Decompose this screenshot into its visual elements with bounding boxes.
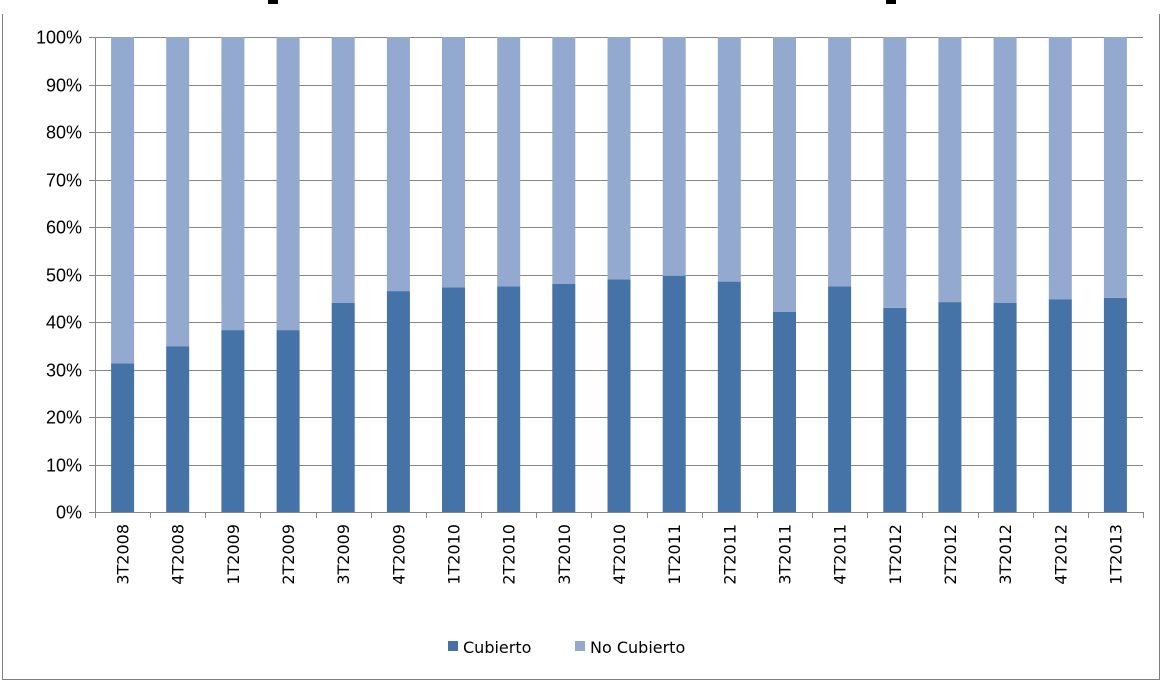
bar-no-cubierto [938,37,962,303]
y-tick-label: 30% [46,361,82,381]
x-tick-label: 2T2011 [720,524,739,585]
legend: Cubierto No Cubierto [448,638,685,657]
legend-swatch-cubierto [448,641,458,651]
bar-no-cubierto [773,37,796,312]
bar-cubierto [717,281,741,512]
title-fragment-right [886,0,896,4]
x-tick-label: 1T2010 [445,524,464,585]
bar-cubierto [166,346,190,512]
y-tick-label: 20% [46,408,82,428]
y-tick-label: 40% [46,313,82,333]
x-tick-label: 3T2010 [555,524,574,585]
x-tick-label: 4T2010 [610,524,629,585]
legend-label-cubierto: Cubierto [463,638,531,657]
bar-no-cubierto [883,37,907,308]
y-tick-label: 70% [46,171,82,191]
bar-cubierto [607,279,631,513]
bar-cubierto [442,287,465,512]
title-fragment-svg [0,0,1164,14]
bar-cubierto [331,303,355,512]
bar-no-cubierto [221,37,245,331]
x-tick-label: 4T2008 [169,524,188,585]
y-tick-label: 90% [46,76,82,96]
bar-no-cubierto [828,37,852,287]
x-tick-label: 4T2011 [831,524,850,585]
bar-cubierto [552,284,576,512]
bar-cubierto [938,302,962,512]
axis-layer [89,37,1144,518]
x-tick-labels: 3T2008 4T2008 1T2009 2T2009 3T2009 4T2009 1T20… [114,524,1126,585]
bar-cubierto [1103,297,1127,512]
x-tick-label: 3T2009 [334,524,353,585]
bar-cubierto [883,307,907,513]
bar-no-cubierto [993,37,1017,303]
x-tick-label: 1T2013 [1106,524,1125,585]
bar-cubierto [497,286,521,512]
y-tick-label: 100% [36,28,82,48]
bar-no-cubierto [1103,37,1127,298]
x-tick-label: 4T2009 [389,524,408,585]
bar-no-cubierto [1048,37,1072,300]
bar-cubierto [1048,299,1072,512]
bar-no-cubierto [717,37,741,282]
y-tick-labels: 0% 10% 20% 30% 40% 50% 60% 70% 80% 90% 100% [36,28,82,523]
y-tick-label: 0% [56,503,82,523]
bar-cubierto [221,330,245,512]
bar-cubierto [662,275,686,512]
y-tick-label: 10% [46,456,82,476]
bar-cubierto [773,312,796,512]
x-tick-label: 3T2012 [996,524,1015,585]
bar-cubierto [111,363,135,512]
bar-no-cubierto [166,37,190,347]
bar-no-cubierto [662,37,686,276]
x-tick-label: 3T2011 [775,524,794,585]
y-tick-label: 60% [46,218,82,238]
bar-no-cubierto [607,37,631,280]
bar-no-cubierto [552,37,576,284]
x-tick-label: 3T2008 [114,524,133,585]
bar-no-cubierto [386,37,410,292]
x-tick-label: 2T2010 [500,524,519,585]
bar-cubierto [276,330,300,512]
chart-title-fragment [0,0,1164,14]
x-tick-label: 1T2012 [886,524,905,585]
bar-cubierto [828,286,852,512]
x-tick-label: 2T2012 [941,524,960,585]
bar-no-cubierto [276,37,300,331]
y-tick-label: 50% [46,266,82,286]
title-fragment-left [268,0,278,4]
x-tick-label: 2T2009 [279,524,298,585]
bars-layer [111,37,1127,513]
y-tick-label: 80% [46,123,82,143]
bar-cubierto [386,291,410,512]
x-tick-label: 1T2011 [665,524,684,585]
x-tick-label: 4T2012 [1051,524,1070,585]
bar-no-cubierto [111,37,135,364]
bar-cubierto [993,303,1017,512]
x-tick-label: 1T2009 [224,524,243,585]
bar-no-cubierto [442,37,465,288]
bar-no-cubierto [331,37,355,303]
bar-no-cubierto [497,37,521,287]
legend-label-no-cubierto: No Cubierto [590,638,685,657]
legend-swatch-no-cubierto [575,641,585,651]
